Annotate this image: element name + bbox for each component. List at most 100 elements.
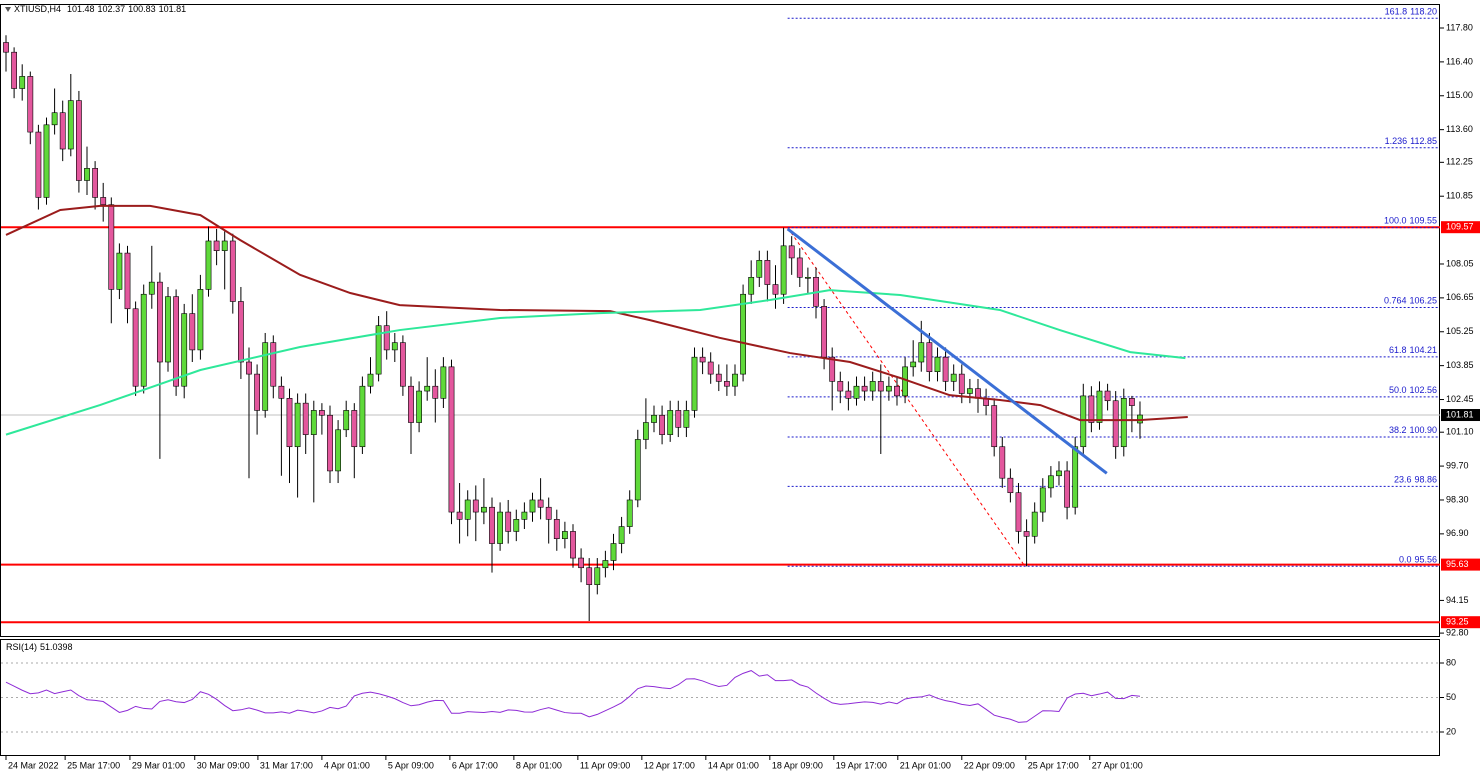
candle-body — [513, 519, 520, 532]
candle-body — [59, 112, 66, 150]
main-panel-frame — [0, 4, 1440, 637]
candle-body — [1120, 398, 1127, 448]
trendline — [786, 227, 1108, 475]
ohlc-open: 101.48 — [67, 4, 95, 14]
candle-body — [1023, 531, 1030, 537]
x-tick-label: 27 Apr 01:00 — [1092, 760, 1143, 770]
candle-body — [521, 511, 528, 520]
fib-ratio: 61.8 — [1389, 345, 1407, 355]
candle-body — [740, 293, 746, 375]
candle-body — [76, 100, 82, 181]
candle-body — [424, 385, 431, 392]
x-tick-label: 25 Apr 17:00 — [1028, 760, 1079, 770]
price-label: 101.81 — [1446, 409, 1474, 419]
level-label: 95.63 — [1446, 559, 1469, 569]
candle-body — [885, 385, 892, 392]
candle-body — [837, 381, 844, 392]
candle-body — [570, 531, 576, 559]
fib-ratio: 23.6 — [1394, 475, 1412, 485]
plot-layer: 117.80 116.40 115.00 113.60 112.25 110.85 108.… — [1, 4, 1480, 770]
indicator-value: 51.0398 — [40, 642, 73, 652]
candle-body — [1072, 446, 1079, 508]
fib-label: 61.8 104.21 — [1389, 345, 1437, 355]
candle-body — [286, 398, 293, 448]
candle-body — [237, 301, 244, 363]
candle-body — [181, 313, 188, 387]
candle-body — [691, 356, 698, 411]
candle-body — [626, 499, 633, 527]
candle-body — [221, 240, 228, 251]
chart-header: XTIUSD,H4 101.48 102.37 100.83 101.81 — [14, 4, 186, 14]
candle-body — [213, 240, 220, 251]
candle-body — [67, 100, 74, 150]
fib-ratio: 0.0 — [1399, 555, 1412, 565]
y-tick-label: 106.65 — [1446, 292, 1474, 302]
candle-body — [270, 342, 277, 387]
candle-body — [853, 385, 860, 399]
candle-body — [108, 204, 115, 290]
candle-body — [610, 543, 617, 561]
x-tick-label: 6 Apr 17:00 — [452, 760, 498, 770]
x-tick-label: 4 Apr 01:00 — [324, 760, 370, 770]
candle-body — [165, 296, 171, 363]
candle-body — [399, 342, 406, 387]
candle-body — [683, 410, 690, 428]
candle-body — [707, 361, 714, 375]
fib-price: 106.25 — [1409, 296, 1437, 306]
y-tick-label: 80 — [1446, 657, 1456, 667]
candle-body — [343, 410, 350, 431]
candle-body — [958, 373, 965, 394]
rsi-line — [5, 670, 1141, 723]
candle-body — [642, 422, 649, 440]
fib-label: 0.764 106.25 — [1384, 296, 1437, 306]
x-tick-label: 21 Apr 01:00 — [900, 760, 951, 770]
y-tick-label: 115.00 — [1446, 90, 1473, 100]
candle-body — [1112, 400, 1119, 448]
y-tick-label: 96.90 — [1446, 528, 1469, 538]
candle-body — [894, 385, 900, 397]
fib-ratio: 50.0 — [1389, 385, 1407, 395]
candle-body — [715, 373, 722, 382]
fib-price: 102.56 — [1409, 385, 1437, 395]
candle-body — [578, 557, 584, 569]
fib-ratio: 1.236 — [1385, 136, 1408, 146]
candle-body — [764, 260, 771, 285]
y-tick-label: 117.80 — [1446, 22, 1473, 32]
candle-body — [480, 506, 487, 513]
x-tick-label: 25 Mar 17:00 — [67, 760, 120, 770]
x-tick-label: 12 Apr 17:00 — [644, 760, 695, 770]
x-tick-label: 24 Mar 2022 — [8, 760, 59, 770]
fib-price: 104.21 — [1409, 345, 1437, 355]
moving-average — [5, 204, 1188, 422]
fib-label: 161.8 118.20 — [1385, 7, 1437, 17]
candle-body — [318, 410, 325, 416]
candle-body — [140, 293, 147, 387]
candle-body — [991, 405, 998, 448]
candle-body — [432, 385, 439, 399]
y-tick-label: 92.80 — [1446, 627, 1469, 637]
candle-body — [229, 240, 236, 302]
candle-body — [1096, 390, 1103, 423]
candle-body — [173, 296, 179, 387]
candle-body — [1056, 470, 1062, 477]
candle-body — [918, 342, 925, 363]
candle-body — [756, 260, 763, 278]
candle-body — [723, 381, 730, 387]
level-label-box — [1441, 558, 1480, 571]
candle-body — [505, 511, 512, 532]
candle-body — [100, 197, 107, 205]
candle-body — [440, 366, 447, 399]
candle-body — [205, 240, 212, 290]
fib-ratio: 0.764 — [1384, 296, 1407, 306]
candle-body — [35, 131, 42, 198]
candle-body — [51, 112, 58, 126]
candle-body — [861, 385, 868, 392]
candle-body — [902, 366, 908, 397]
candle-body — [966, 388, 973, 394]
candle-body — [594, 567, 601, 585]
candle-body — [667, 410, 674, 435]
x-tick-label: 30 Mar 09:00 — [197, 760, 250, 770]
y-tick-label: 116.40 — [1446, 56, 1473, 66]
fib-label: 0.0 95.56 — [1399, 555, 1437, 565]
